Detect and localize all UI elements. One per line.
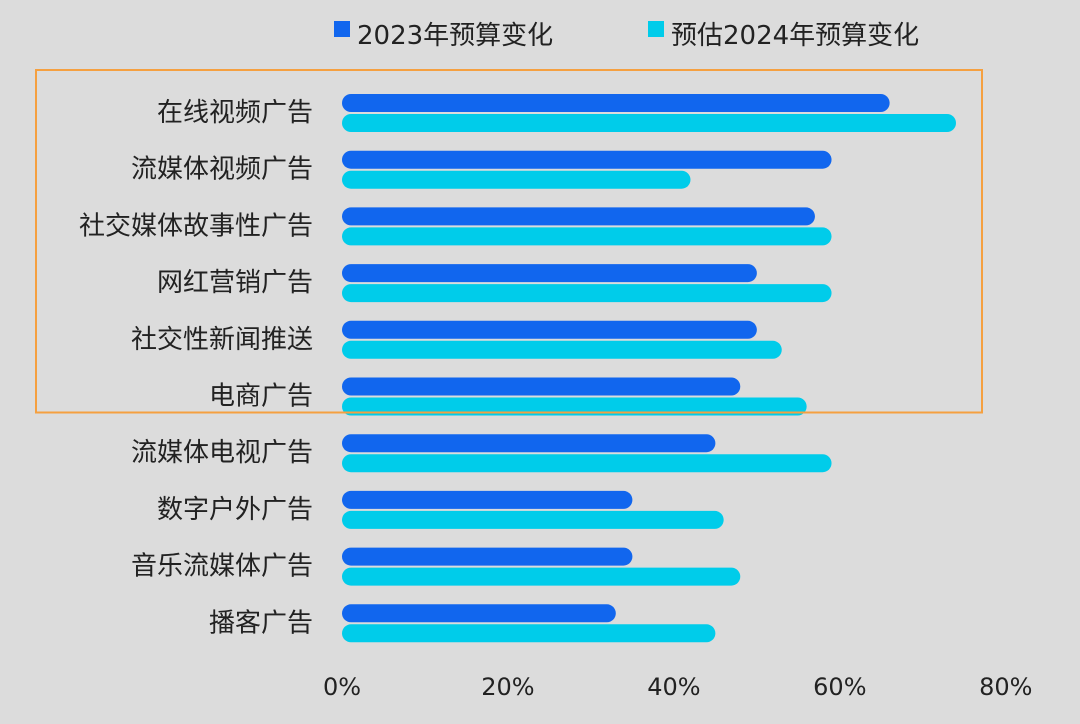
bar-2023 (342, 490, 633, 509)
bar-2023 (342, 207, 815, 226)
x-tick-label: 40% (647, 673, 700, 701)
category-label: 流媒体电视广告 (131, 438, 313, 468)
bar-2024 (342, 284, 832, 303)
bar-2024 (342, 397, 807, 416)
bars (342, 94, 956, 643)
bar-2023 (342, 434, 716, 453)
bar-2024 (342, 114, 956, 132)
category-label: 播客广告 (209, 608, 313, 638)
bar-2023 (342, 604, 616, 623)
x-tick-label: 80% (979, 673, 1032, 701)
category-label: 数字户外广告 (157, 495, 313, 525)
legend-label-2024: 预估2024年预算变化 (671, 21, 919, 51)
category-label: 网红营销广告 (157, 268, 313, 298)
category-label: 社交媒体故事性广告 (79, 211, 313, 241)
category-label: 电商广告 (209, 382, 313, 412)
category-label: 流媒体视频广告 (131, 155, 313, 185)
bar-2023 (342, 377, 741, 396)
x-tick-label: 20% (481, 673, 534, 701)
bar-2023 (342, 264, 757, 283)
bar-2023 (342, 547, 633, 566)
legend: 2023年预算变化 预估2024年预算变化 (334, 21, 919, 51)
category-labels: 在线视频广告流媒体视频广告社交媒体故事性广告网红营销广告社交性新闻推送电商广告流… (79, 98, 313, 638)
highlight-box (35, 69, 983, 414)
bar-2024 (342, 170, 691, 189)
bar-2024 (342, 567, 741, 586)
bar-2023 (342, 320, 757, 339)
bar-2024 (342, 510, 724, 529)
category-label: 音乐流媒体广告 (131, 552, 313, 582)
legend-swatch-2024 (648, 21, 664, 37)
bar-2024 (342, 624, 716, 643)
category-label: 社交性新闻推送 (131, 325, 313, 355)
category-label: 在线视频广告 (157, 98, 313, 128)
legend-label-2023: 2023年预算变化 (357, 21, 553, 51)
bar-2023 (342, 94, 890, 112)
x-tick-label: 0% (323, 673, 361, 701)
x-tick-label: 60% (813, 673, 866, 701)
x-axis-ticks: 0% 20% 40% 60% 80% (323, 673, 1032, 701)
bar-2023 (342, 150, 832, 169)
bar-2024 (342, 454, 832, 473)
bar-2024 (342, 227, 832, 246)
legend-swatch-2023 (334, 21, 350, 37)
bar-2024 (342, 340, 782, 359)
